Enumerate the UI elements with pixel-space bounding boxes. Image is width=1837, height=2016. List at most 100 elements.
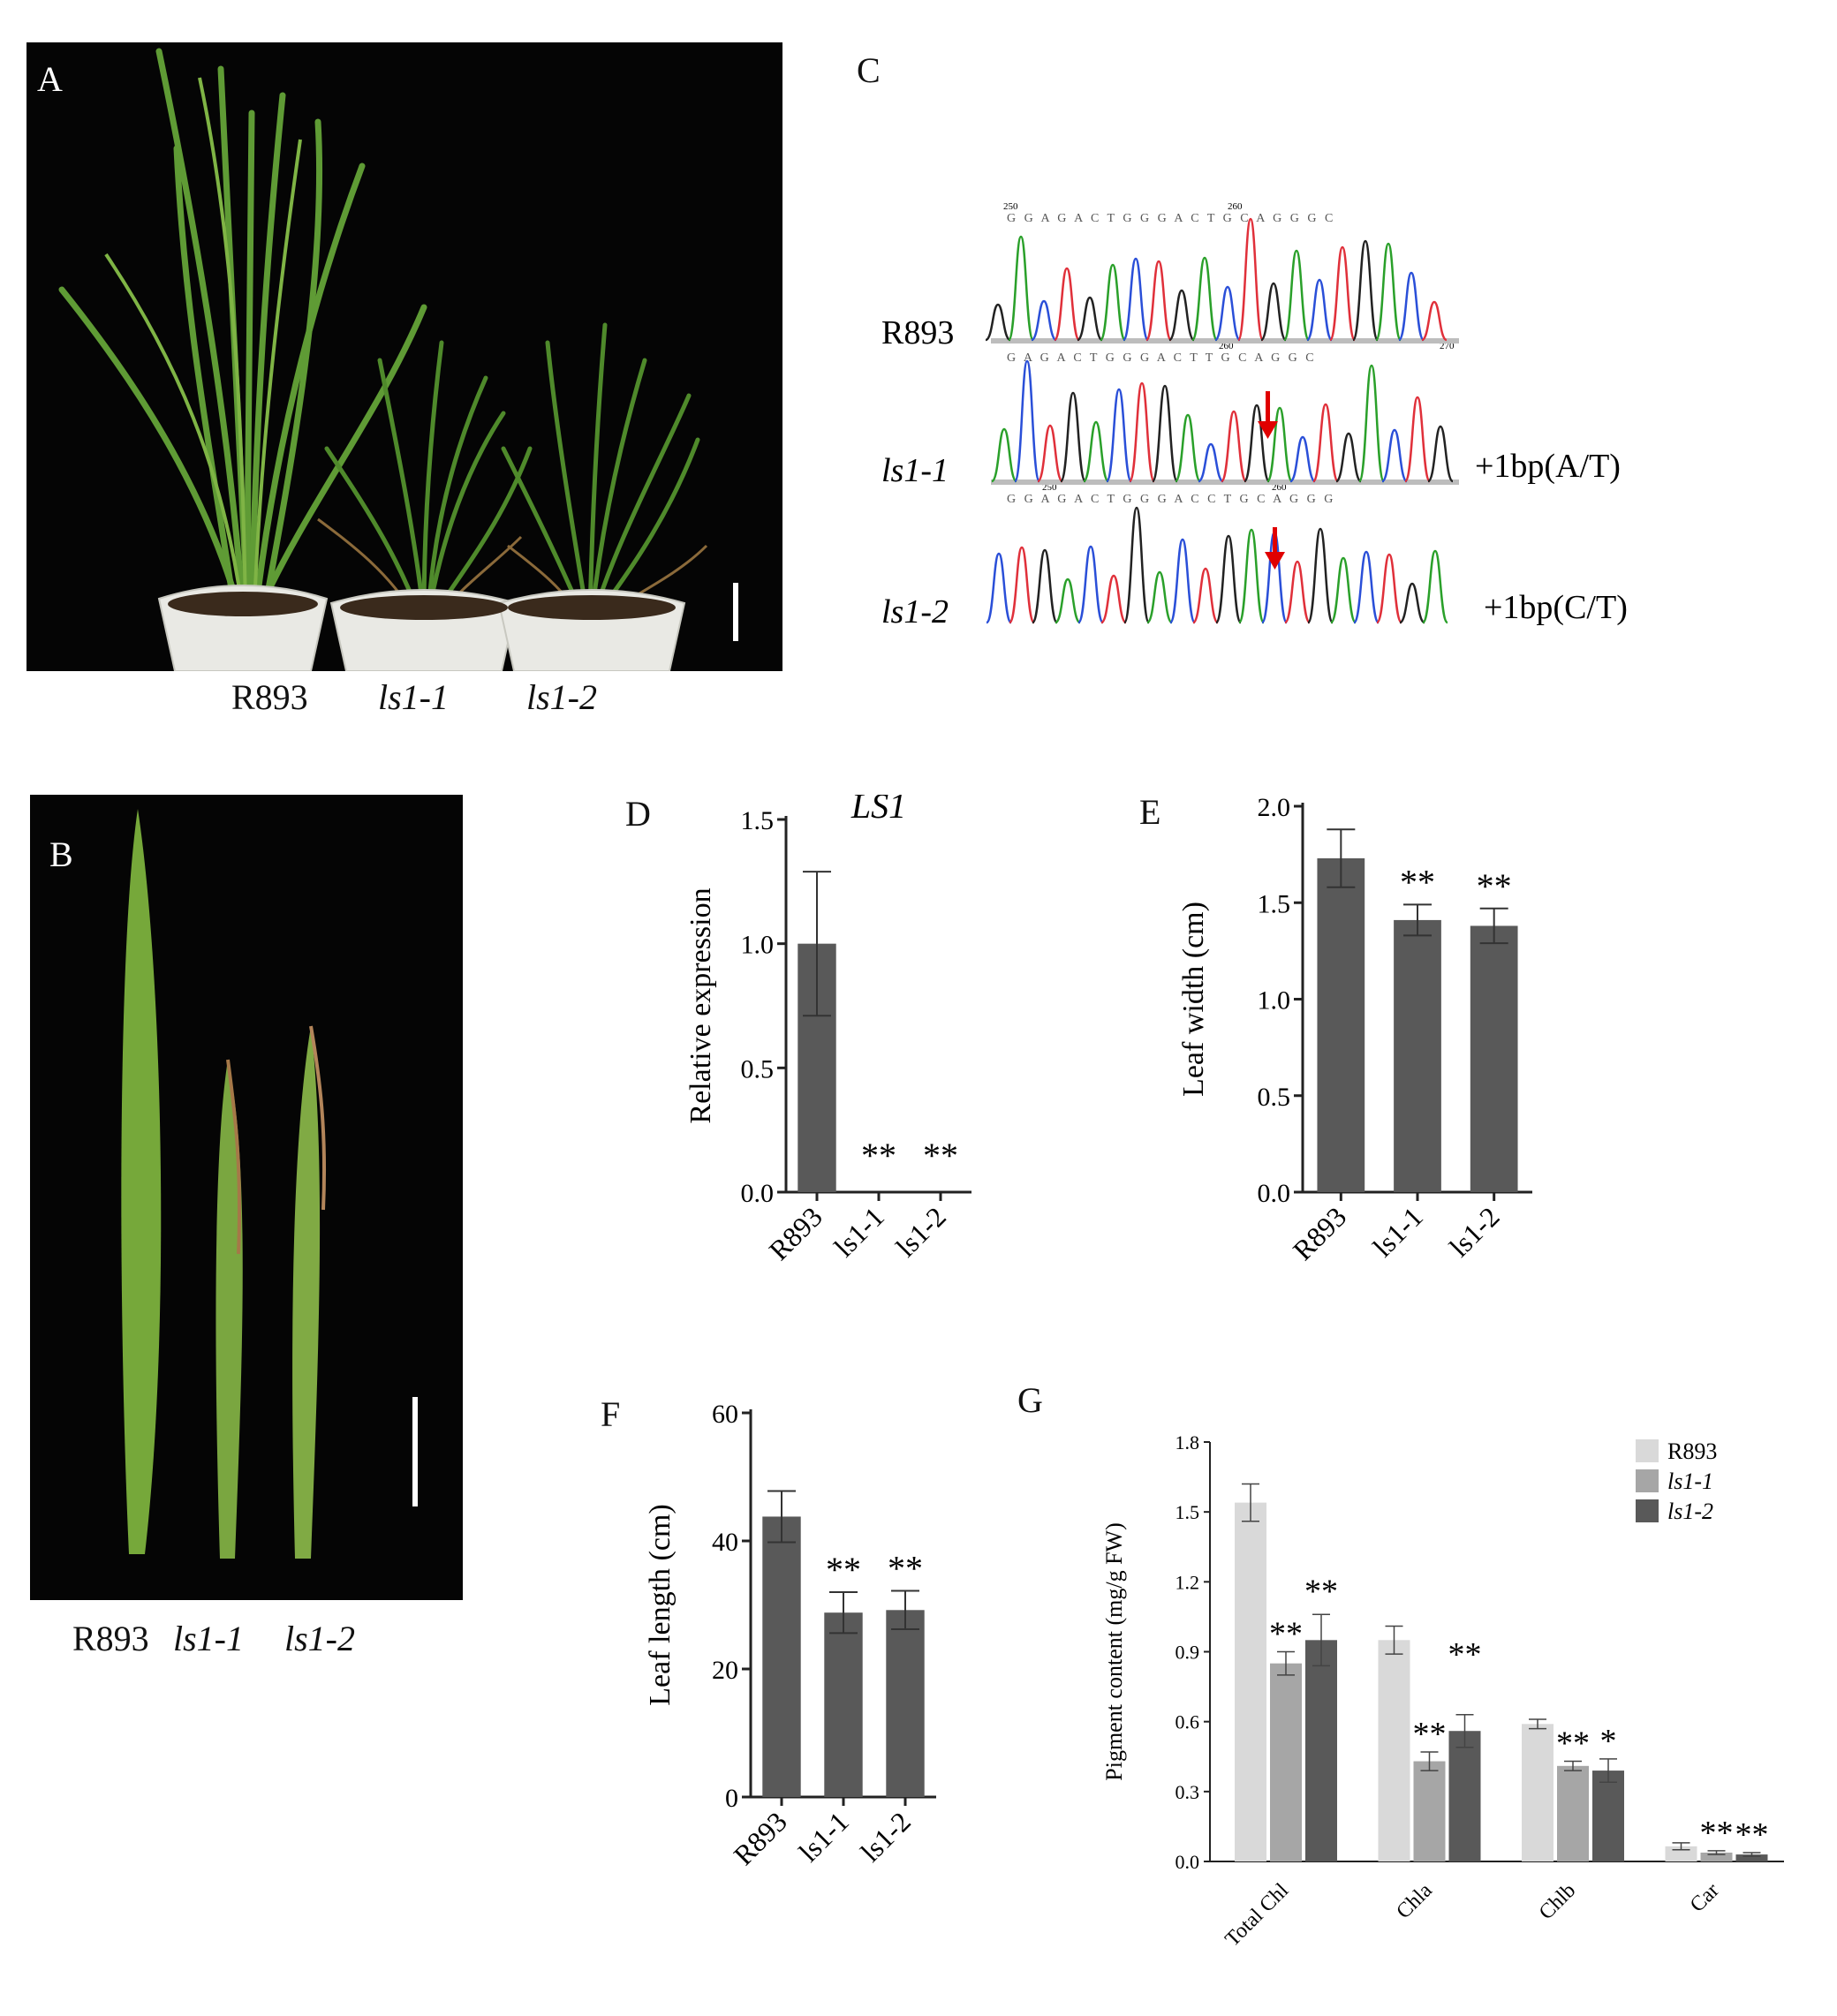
mutation-arrow-ls1-2 xyxy=(1265,527,1285,570)
legend-label: ls1-1 xyxy=(1667,1469,1713,1494)
chromatogram-peak xyxy=(1130,383,1154,481)
chromatogram-peak xyxy=(1100,265,1125,340)
chromatogram-peak xyxy=(1038,426,1062,481)
legend-label: R893 xyxy=(1667,1438,1717,1464)
significance-mark: ** xyxy=(1304,1573,1338,1610)
bar xyxy=(824,1612,862,1797)
y-axis-label: Leaf width (cm) xyxy=(1177,902,1210,1097)
x-tick-label: ls1-2 xyxy=(889,1200,952,1263)
chromatogram-peak xyxy=(1221,412,1246,481)
significance-mark: ** xyxy=(826,1550,861,1589)
x-tick-label: Car xyxy=(1686,1879,1724,1917)
legend-label: ls1-2 xyxy=(1667,1499,1713,1524)
chromatogram-peak xyxy=(1146,261,1171,340)
panel-a-label-r893: R893 xyxy=(231,676,308,718)
chromatogram-peak xyxy=(1330,247,1355,340)
x-tick-label: ls1-2 xyxy=(1443,1200,1506,1263)
leaves-illustration xyxy=(30,795,463,1600)
chromatogram-peak xyxy=(1284,251,1309,340)
bar xyxy=(1317,858,1365,1192)
chromatogram-peak xyxy=(1238,219,1263,340)
chromatogram-peak xyxy=(1084,422,1108,481)
chromatogram-peak xyxy=(1192,258,1217,340)
chromatogram-peak xyxy=(1216,536,1241,623)
y-tick-label: 1.5 xyxy=(741,806,775,835)
significance-mark: ** xyxy=(923,1136,958,1175)
bar xyxy=(1557,1766,1589,1861)
x-tick-label: ls1-1 xyxy=(1366,1200,1429,1263)
chromatogram-peak xyxy=(1307,280,1332,340)
y-tick-label: 0.3 xyxy=(1176,1781,1200,1803)
position-mark: 250 xyxy=(1003,201,1018,212)
y-axis-label: Pigment content (mg/g FW) xyxy=(1101,1522,1127,1780)
bar xyxy=(1592,1771,1624,1861)
rice-plants-illustration xyxy=(26,42,782,671)
chromatogram-peak xyxy=(1423,551,1448,623)
x-tick-label: Total Chl xyxy=(1221,1879,1293,1952)
chromatogram-peak xyxy=(1153,386,1177,481)
chromatogram-peak xyxy=(1170,540,1195,623)
chromatogram-peak xyxy=(1382,430,1407,481)
y-tick-label: 1.0 xyxy=(1258,986,1291,1016)
chromatogram-peak xyxy=(1244,405,1269,481)
chromatogram-peak xyxy=(1147,572,1172,623)
y-tick-label: 2.0 xyxy=(1258,795,1291,822)
chromatogram-peak xyxy=(1198,444,1223,481)
legend-swatch xyxy=(1636,1499,1659,1522)
significance-mark: ** xyxy=(888,1549,923,1589)
significance-mark: ** xyxy=(1735,1816,1769,1854)
x-tick-label: R893 xyxy=(762,1200,828,1265)
bar xyxy=(1394,920,1441,1192)
y-tick-label: 0 xyxy=(725,1784,738,1813)
chromatogram-peak xyxy=(1313,404,1338,481)
significance-mark: * xyxy=(1600,1723,1617,1760)
chromatogram-peak xyxy=(1336,434,1361,481)
scale-bar xyxy=(412,1397,418,1506)
bar xyxy=(1449,1731,1481,1861)
chromatogram-peak xyxy=(1239,530,1264,623)
chromatogram-peak xyxy=(1055,579,1080,623)
x-tick-label: ls1-1 xyxy=(828,1200,890,1263)
panel-a-label-ls1-2: ls1-2 xyxy=(526,676,597,718)
significance-mark: ** xyxy=(1477,866,1512,906)
bar xyxy=(1414,1762,1446,1861)
chromatogram-label-ls1-2: ls1-2 xyxy=(881,593,949,630)
significance-mark: ** xyxy=(1269,1616,1303,1653)
chromatogram-peak xyxy=(1400,584,1425,623)
mutation-note-ls1-1: +1bp(A/T) xyxy=(1475,448,1621,485)
chromatogram-peak xyxy=(1055,268,1079,340)
chromatogram-label-ls1-1: ls1-1 xyxy=(881,452,949,489)
y-tick-label: 1.2 xyxy=(1176,1571,1200,1593)
chromatogram-peak xyxy=(1107,389,1131,481)
chromatogram-peak xyxy=(1061,393,1085,481)
chromatogram-peak xyxy=(1331,558,1356,623)
chromatogram-peak xyxy=(1176,415,1200,481)
chromatogram-peak xyxy=(987,554,1011,623)
base-sequence: G A G A C T G G G A C T T G C A G G C xyxy=(1007,351,1317,365)
y-tick-label: 0.0 xyxy=(1176,1851,1200,1873)
y-axis-label: Relative expression xyxy=(684,887,717,1123)
chromatogram-peak xyxy=(1009,237,1033,340)
y-axis-label: Leaf length (cm) xyxy=(644,1504,677,1705)
bar xyxy=(1522,1724,1554,1861)
chromatogram-peak xyxy=(1308,529,1333,623)
chromatogram-peak xyxy=(1193,569,1218,623)
chromatogram-peak xyxy=(1428,427,1453,481)
base-sequence: G G A G A C T G G G A C C T G C A G G G xyxy=(1007,493,1335,506)
significance-mark: ** xyxy=(1556,1725,1590,1763)
chromatogram-peak xyxy=(1359,366,1384,481)
chromatogram-peak xyxy=(1032,550,1057,623)
panel-f-letter: F xyxy=(601,1397,620,1432)
significance-mark: ** xyxy=(861,1136,896,1175)
chromatogram-peak xyxy=(1123,259,1148,340)
significance-mark: ** xyxy=(1413,1716,1447,1753)
chromatogram-peak xyxy=(1078,547,1103,623)
bar xyxy=(886,1610,924,1797)
chromatogram-peak xyxy=(1267,408,1292,481)
significance-mark: ** xyxy=(1400,862,1435,902)
bar xyxy=(1470,925,1518,1192)
x-tick-label: R893 xyxy=(727,1805,792,1870)
panel-b-label-ls1-2: ls1-2 xyxy=(284,1618,355,1659)
y-tick-label: 20 xyxy=(712,1656,738,1685)
y-tick-label: 1.0 xyxy=(741,931,775,960)
